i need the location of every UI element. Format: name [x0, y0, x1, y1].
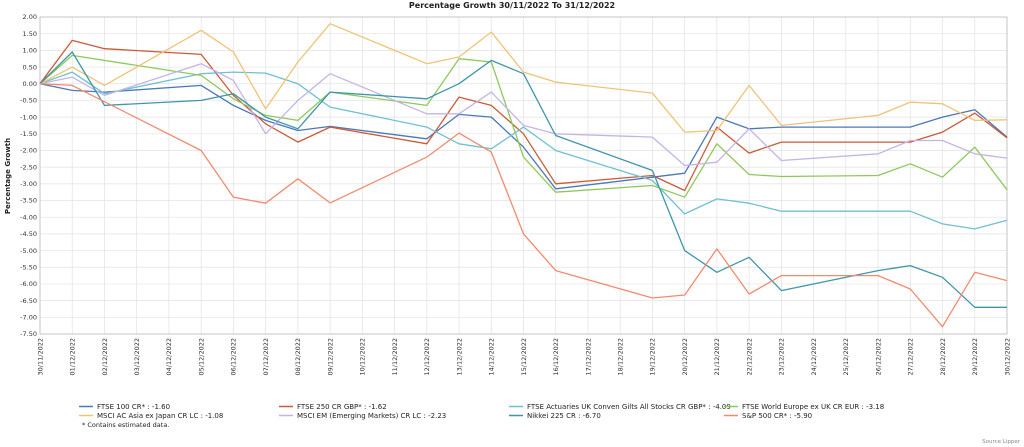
x-tick-label: 10/12/2022 [359, 338, 367, 375]
y-tick-label: -6.00 [20, 280, 37, 288]
legend-entry: FTSE Actuaries UK Conven Gilts All Stock… [527, 403, 731, 411]
x-tick-label: 19/12/2022 [649, 338, 657, 375]
y-tick-label: -6.50 [20, 297, 37, 305]
chart-title: Percentage Growth 30/11/2022 To 31/12/20… [409, 1, 615, 10]
legend-entry: S&P 500 CR* : -5.90 [742, 412, 812, 420]
x-tick-label: 09/12/2022 [326, 338, 334, 375]
series-line [39, 63, 1008, 167]
x-tick-label: 24/12/2022 [810, 338, 818, 375]
series-line [39, 51, 1007, 308]
x-tick-label: 06/12/2022 [230, 338, 238, 375]
y-axis-ticks: 2.00 1.50 1.00 0.50 0.00 -0.50 -1.00 -1.50 -2.00… [20, 13, 37, 338]
y-tick-label: -3.50 [20, 197, 37, 205]
x-tick-label: 18/12/2022 [617, 338, 625, 375]
x-tick-label: 08/12/2022 [294, 338, 302, 375]
y-tick-label: 0.00 [23, 80, 37, 88]
x-tick-label: 17/12/2022 [584, 338, 592, 375]
series-line [39, 71, 1008, 230]
x-tick-label: 05/12/2022 [197, 338, 205, 375]
y-tick-label: -4.50 [20, 230, 37, 238]
x-tick-label: 03/12/2022 [133, 338, 141, 375]
series-line [39, 83, 1008, 190]
y-tick-label: -1.50 [20, 130, 37, 138]
x-tick-label: 27/12/2022 [907, 338, 915, 375]
series-line [39, 23, 1008, 133]
y-tick-label: -3.00 [20, 180, 37, 188]
y-tick-label: -5.50 [20, 263, 37, 271]
y-tick-label: -5.00 [20, 247, 37, 255]
x-tick-label: 02/12/2022 [101, 338, 109, 375]
x-tick-label: 12/12/2022 [423, 338, 431, 375]
legend-entry: MSCI EM (Emerging Markets) CR LC : -2.23 [297, 412, 446, 420]
y-tick-label: 2.00 [23, 13, 37, 21]
x-tick-label: 30/12/2022 [1003, 338, 1011, 375]
series-line [39, 39, 1008, 192]
y-tick-label: -4.00 [20, 213, 37, 221]
x-tick-label: 13/12/2022 [455, 338, 463, 375]
x-tick-label: 20/12/2022 [681, 338, 689, 375]
x-tick-label: 14/12/2022 [488, 338, 496, 375]
y-tick-label: -1.00 [20, 113, 37, 121]
x-tick-label: 23/12/2022 [778, 338, 786, 375]
x-tick-label: 07/12/2022 [262, 338, 270, 375]
x-tick-label: 01/12/2022 [69, 338, 77, 375]
legend: FTSE 100 CR* : -1.60 FTSE 250 CR GBP* : -… [79, 403, 884, 420]
x-tick-label: 11/12/2022 [391, 338, 399, 375]
y-tick-label: -2.50 [20, 163, 37, 171]
y-tick-label: -0.50 [20, 97, 37, 105]
plot-frame [39, 16, 1008, 335]
x-tick-label: 04/12/2022 [165, 338, 173, 375]
x-tick-label: 22/12/2022 [745, 338, 753, 375]
legend-entry: MSCI AC Asia ex Japan CR LC : -1.08 [97, 412, 223, 420]
x-axis-ticks: 30/11/2022 01/12/2022 02/12/2022 03/12/2022… [36, 338, 1011, 375]
series-lines [39, 23, 1008, 328]
x-tick-label: 25/12/2022 [842, 338, 850, 375]
y-tick-label: -7.00 [20, 314, 37, 322]
legend-entry: FTSE 100 CR* : -1.60 [97, 403, 170, 411]
legend-entry: Nikkei 225 CR : -6.70 [527, 412, 601, 420]
x-tick-label: 30/11/2022 [36, 338, 44, 375]
x-tick-label: 21/12/2022 [713, 338, 721, 375]
estimated-data-note: * Contains estimated data. [82, 421, 169, 429]
y-axis-label: Percentage Growth [4, 138, 12, 214]
y-tick-label: 0.50 [23, 63, 37, 71]
y-tick-label: -7.50 [20, 330, 37, 338]
y-tick-label: 1.50 [23, 30, 37, 38]
y-tick-label: -2.00 [20, 147, 37, 155]
legend-entry: FTSE World Europe ex UK CR EUR : -3.18 [742, 403, 884, 411]
legend-entry: FTSE 250 CR GBP* : -1.62 [297, 403, 387, 411]
x-tick-label: 29/12/2022 [971, 338, 979, 375]
y-tick-label: 1.00 [23, 47, 37, 55]
x-tick-label: 16/12/2022 [552, 338, 560, 375]
source-label: Source Lipper [982, 439, 1021, 445]
x-tick-label: 28/12/2022 [939, 338, 947, 375]
series-line [39, 83, 1008, 328]
x-tick-label: 15/12/2022 [520, 338, 528, 375]
x-tick-label: 26/12/2022 [874, 338, 882, 375]
